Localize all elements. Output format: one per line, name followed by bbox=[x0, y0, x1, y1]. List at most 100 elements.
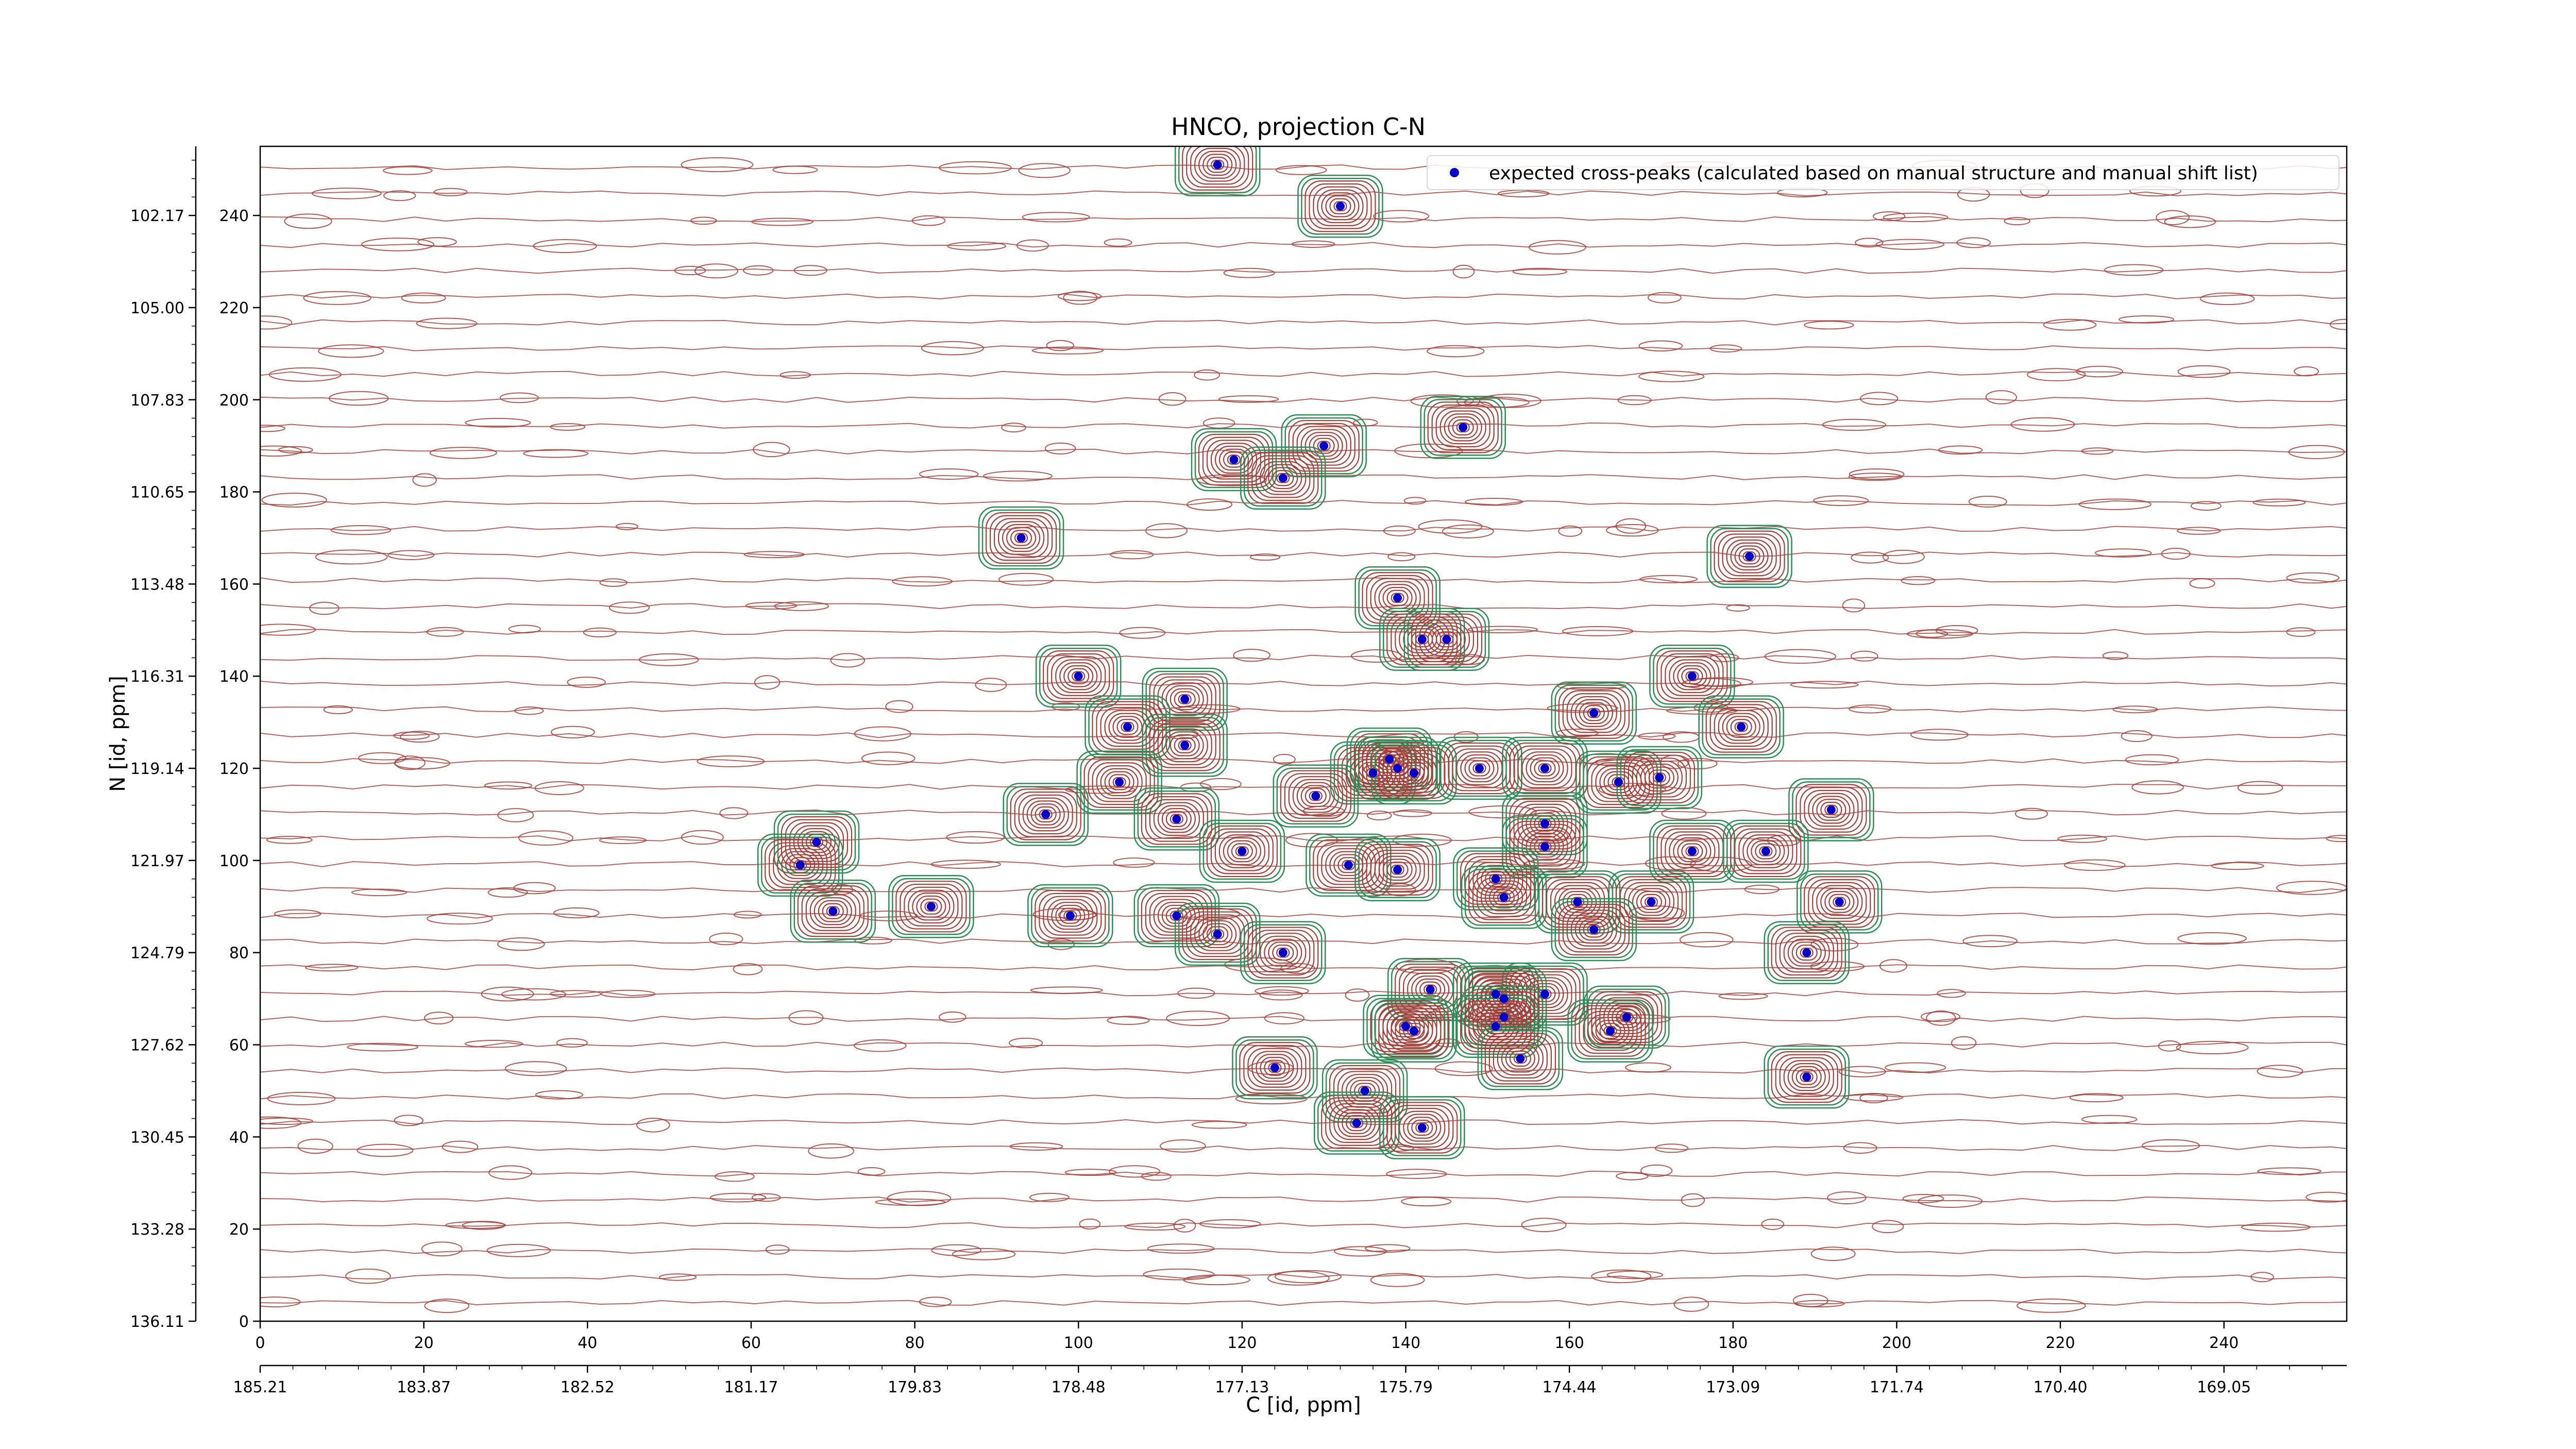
noise-contour bbox=[1638, 732, 1676, 740]
noise-contour bbox=[697, 755, 765, 767]
noise-contour bbox=[2326, 835, 2347, 843]
expected-cross-peak bbox=[1687, 671, 1697, 681]
negative-contour bbox=[1313, 1091, 1400, 1155]
positive-contour bbox=[1170, 814, 1183, 824]
y-index-tick-label: 200 bbox=[219, 392, 249, 410]
positive-contour bbox=[1399, 762, 1429, 784]
positive-contour bbox=[1260, 461, 1307, 495]
noise-contour bbox=[260, 680, 2347, 687]
positive-contour bbox=[1026, 800, 1065, 829]
noise-contour bbox=[1273, 754, 1296, 765]
noise-contour bbox=[1926, 1010, 1956, 1026]
positive-contour bbox=[1292, 779, 1339, 813]
noise-contour bbox=[260, 1119, 2347, 1125]
positive-contour bbox=[1509, 1050, 1531, 1067]
noise-contour bbox=[1654, 1143, 1689, 1153]
positive-contour bbox=[1223, 837, 1261, 866]
positive-contour bbox=[1566, 693, 1621, 733]
positive-contour bbox=[1558, 903, 1630, 956]
positive-contour bbox=[1182, 146, 1253, 191]
positive-contour bbox=[1628, 754, 1691, 801]
noise-contour bbox=[400, 731, 440, 743]
negative-contour bbox=[1407, 611, 1486, 668]
x-index-tick-label: 80 bbox=[905, 1334, 924, 1352]
positive-contour bbox=[1317, 441, 1331, 451]
positive-contour bbox=[1730, 542, 1769, 570]
legend-box bbox=[1427, 155, 2340, 190]
positive-contour bbox=[1517, 974, 1572, 1014]
negative-contour bbox=[1764, 1045, 1850, 1109]
positive-contour bbox=[1816, 799, 1846, 821]
peak-contour-group bbox=[1003, 783, 1089, 846]
positive-contour bbox=[1574, 699, 1613, 727]
noise-contour bbox=[1410, 394, 1474, 408]
x-index-tick-label: 60 bbox=[741, 1334, 761, 1352]
positive-contour bbox=[1116, 718, 1139, 735]
positive-contour bbox=[1174, 691, 1196, 707]
plot-area bbox=[259, 145, 2348, 1322]
positive-contour bbox=[1587, 707, 1601, 718]
expected-cross-peak bbox=[1802, 1072, 1811, 1082]
positive-contour bbox=[1685, 671, 1699, 682]
y-ppm-tick-label: 130.45 bbox=[130, 1128, 184, 1147]
positive-contour bbox=[1828, 894, 1851, 910]
noise-contour bbox=[2211, 862, 2264, 870]
positive-contour bbox=[1820, 888, 1859, 916]
positive-contour bbox=[1039, 892, 1102, 939]
noise-contour bbox=[260, 757, 2347, 764]
noise-contour bbox=[2237, 781, 2283, 795]
positive-contour bbox=[1583, 705, 1605, 721]
positive-contour bbox=[1165, 907, 1188, 924]
noise-contour bbox=[260, 861, 2347, 867]
negative-contour bbox=[1767, 1048, 1846, 1106]
expected-cross-peak bbox=[1442, 635, 1451, 644]
positive-contour bbox=[1730, 825, 1802, 878]
noise-contour bbox=[260, 783, 2347, 790]
positive-contour bbox=[1251, 455, 1315, 501]
noise-contour bbox=[260, 293, 2347, 300]
positive-contour bbox=[1771, 1051, 1842, 1103]
noise-contour bbox=[514, 706, 544, 715]
noise-contour bbox=[266, 836, 313, 844]
positive-contour bbox=[1198, 433, 1270, 486]
negative-contour bbox=[1698, 695, 1784, 759]
positive-contour bbox=[1415, 1122, 1429, 1133]
noise-contour bbox=[599, 836, 647, 845]
noise-contour bbox=[1030, 986, 1104, 994]
noise-contour bbox=[952, 1248, 1016, 1260]
positive-contour bbox=[769, 842, 832, 888]
positive-contour bbox=[1726, 716, 1756, 738]
positive-contour bbox=[1431, 628, 1462, 651]
peak-contour-group bbox=[1420, 396, 1506, 459]
noise-contour bbox=[534, 781, 584, 795]
expected-cross-peak bbox=[1573, 897, 1582, 906]
expected-cross-peak bbox=[1229, 455, 1239, 464]
positive-contour bbox=[1558, 687, 1630, 739]
y-index-tick-label: 120 bbox=[219, 760, 249, 778]
positive-contour bbox=[1411, 613, 1483, 665]
noise-contour bbox=[1872, 1220, 1904, 1234]
positive-contour bbox=[1170, 734, 1200, 756]
negative-contour bbox=[1371, 999, 1457, 1063]
positive-contour bbox=[1570, 913, 1617, 947]
noise-contour bbox=[394, 757, 450, 770]
positive-contour bbox=[1362, 844, 1433, 896]
noise-contour bbox=[284, 213, 332, 229]
negative-contour bbox=[1797, 870, 1883, 934]
positive-contour bbox=[785, 854, 816, 877]
noise-contour bbox=[857, 1167, 886, 1176]
legend-label: expected cross-peaks (calculated based o… bbox=[1489, 163, 2258, 184]
noise-contour bbox=[2104, 264, 2164, 276]
y-index-tick-label: 140 bbox=[219, 668, 249, 686]
positive-contour bbox=[1644, 766, 1674, 789]
noise-contour bbox=[1918, 1194, 1983, 1208]
positive-contour bbox=[1178, 740, 1192, 751]
positive-contour bbox=[1734, 721, 1748, 732]
positive-contour bbox=[1530, 835, 1560, 858]
noise-contour bbox=[733, 911, 762, 919]
positive-contour bbox=[1317, 189, 1364, 224]
positive-contour bbox=[1808, 793, 1855, 827]
peak-contour-group bbox=[1142, 667, 1228, 731]
y-ppm-tick-label: 113.48 bbox=[130, 576, 184, 594]
noise-contour bbox=[260, 526, 2347, 532]
